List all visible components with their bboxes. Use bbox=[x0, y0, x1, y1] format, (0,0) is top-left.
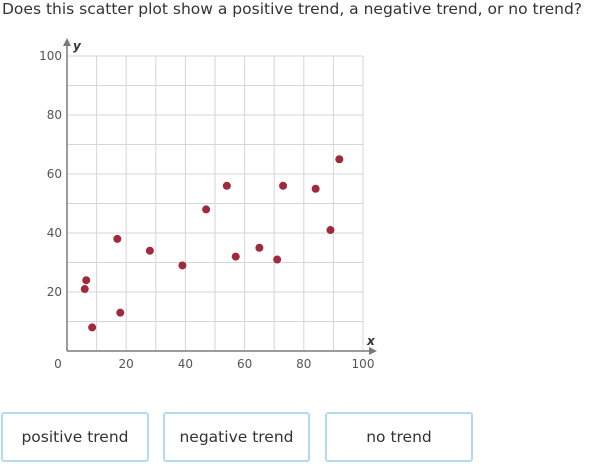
data-point bbox=[311, 184, 320, 193]
y-axis-arrow-icon bbox=[63, 38, 71, 46]
data-point bbox=[82, 276, 91, 285]
data-point bbox=[80, 285, 89, 294]
x-tick-label: 100 bbox=[352, 357, 375, 371]
y-tick-label: 100 bbox=[39, 49, 62, 63]
data-point bbox=[145, 246, 154, 255]
x-tick-label: 60 bbox=[237, 357, 252, 371]
x-tick-label: 80 bbox=[296, 357, 311, 371]
positive-trend-button[interactable]: positive trend bbox=[1, 412, 149, 462]
data-point bbox=[273, 255, 282, 264]
question-text: Does this scatter plot show a positive t… bbox=[2, 0, 583, 18]
y-tick-label: 80 bbox=[47, 108, 62, 122]
data-point bbox=[279, 181, 288, 190]
data-point bbox=[326, 226, 335, 235]
x-axis-arrow-icon bbox=[369, 347, 377, 355]
y-tick-label: 20 bbox=[47, 285, 62, 299]
data-point bbox=[202, 205, 211, 214]
data-point bbox=[113, 234, 122, 243]
y-axis-label: y bbox=[73, 39, 82, 53]
origin-label: 0 bbox=[54, 357, 62, 371]
no-trend-button[interactable]: no trend bbox=[325, 412, 473, 462]
x-tick-label: 40 bbox=[178, 357, 193, 371]
data-point bbox=[231, 252, 240, 261]
scatter-plot: x y 20 40 60 80 100 20 40 60 80 100 0 bbox=[39, 38, 377, 371]
negative-trend-button[interactable]: negative trend bbox=[163, 412, 310, 462]
data-point bbox=[222, 181, 231, 190]
x-tick-label: 20 bbox=[119, 357, 134, 371]
y-tick-label: 60 bbox=[47, 167, 62, 181]
data-point bbox=[88, 323, 97, 332]
data-point bbox=[255, 243, 264, 252]
data-point bbox=[116, 308, 125, 317]
x-axis-label: x bbox=[366, 334, 376, 348]
data-point bbox=[178, 261, 187, 270]
y-tick-label: 40 bbox=[47, 226, 62, 240]
data-point bbox=[335, 155, 344, 164]
